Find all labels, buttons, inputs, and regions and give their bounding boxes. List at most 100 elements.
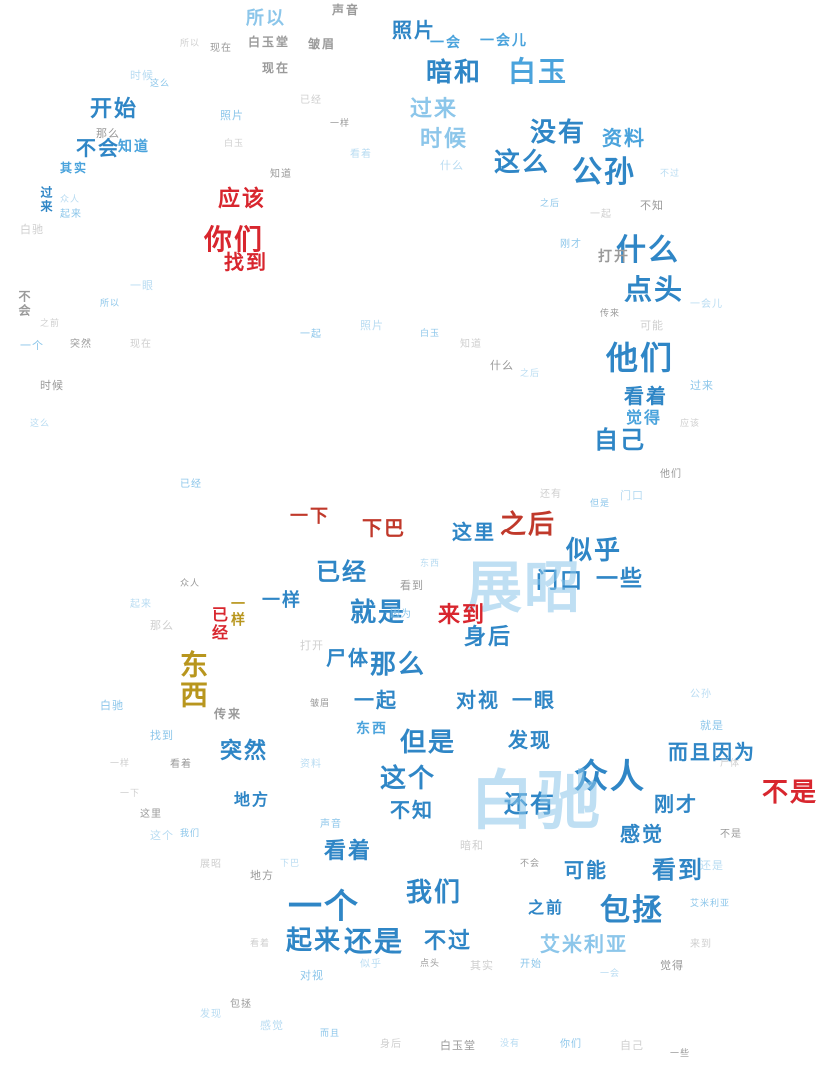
word-cloud-word: 之前 bbox=[528, 898, 565, 917]
word-cloud-word-small: 起来 bbox=[130, 599, 152, 610]
word-cloud-word-small: 白驰 bbox=[20, 223, 44, 236]
word-cloud-word-small: 突然 bbox=[70, 339, 92, 350]
word-cloud-word-small: 时候 bbox=[130, 69, 154, 82]
word-cloud-word: 一会 bbox=[430, 35, 462, 51]
word-cloud-word-small: 还是 bbox=[700, 859, 724, 872]
word-cloud-word-small: 艾米利亚 bbox=[690, 899, 731, 909]
word-cloud-word: 众人 bbox=[574, 757, 646, 797]
word-cloud-word-small: 因为 bbox=[390, 609, 412, 620]
word-cloud-word-small: 展昭 bbox=[200, 859, 222, 870]
word-cloud-word: 而且 bbox=[668, 740, 712, 764]
word-cloud-word: 资料 bbox=[602, 126, 646, 150]
word-cloud-word-small: 门口 bbox=[620, 489, 644, 502]
word-cloud-word: 知道 bbox=[118, 139, 150, 155]
word-cloud-word: 一眼 bbox=[512, 688, 556, 712]
word-cloud-word: 似乎 bbox=[566, 536, 623, 566]
word-cloud-word-small: 传来 bbox=[600, 309, 621, 319]
word-cloud-word-small: 看着 bbox=[350, 149, 372, 160]
word-cloud-word-small: 一起 bbox=[590, 209, 612, 220]
word-cloud-word: 那么 bbox=[370, 650, 427, 680]
word-cloud-word-small: 所以 bbox=[100, 299, 121, 309]
word-cloud-word: 一样 bbox=[262, 590, 302, 611]
word-cloud-word-small: 看着 bbox=[170, 759, 192, 770]
word-cloud-word-small: 这么 bbox=[150, 79, 171, 89]
word-cloud-word: 就是 bbox=[350, 598, 407, 628]
word-cloud-word: 不知 bbox=[390, 798, 434, 822]
word-cloud-word: 时候 bbox=[420, 126, 469, 152]
word-cloud-word-small: 东西 bbox=[420, 559, 441, 569]
word-cloud-word: 刚才 bbox=[654, 792, 698, 816]
word-cloud-word-small: 白驰 bbox=[100, 699, 124, 712]
word-cloud-word-small: 感觉 bbox=[260, 1019, 284, 1032]
word-cloud-word-small: 那么 bbox=[96, 127, 120, 140]
word-cloud-word-vertical: 一样 bbox=[229, 596, 245, 628]
word-cloud-word: 还有 bbox=[504, 789, 556, 818]
word-cloud-word-small: 就是 bbox=[700, 719, 724, 732]
word-cloud-word: 照片 bbox=[392, 18, 436, 42]
word-cloud-word-small: 下巴 bbox=[280, 859, 301, 869]
word-cloud-word: 但是 bbox=[400, 728, 457, 758]
word-cloud-word: 下巴 bbox=[362, 516, 406, 540]
word-cloud-word: 突然 bbox=[220, 738, 269, 764]
word-cloud-word: 其实 bbox=[60, 161, 89, 175]
word-cloud-word-small: 还有 bbox=[540, 489, 562, 500]
word-cloud-word-small: 似乎 bbox=[360, 959, 382, 970]
word-cloud-word-small: 那么 bbox=[150, 619, 174, 632]
word-cloud-word: 对视 bbox=[456, 688, 500, 712]
word-cloud-word-small: 知道 bbox=[270, 169, 292, 180]
word-cloud-word: 你们 bbox=[204, 223, 265, 256]
word-cloud-word-small: 其实 bbox=[470, 959, 494, 972]
word-cloud-word-small: 不过 bbox=[660, 169, 681, 179]
word-cloud-word: 我们 bbox=[406, 878, 463, 908]
word-cloud-word: 自己 bbox=[594, 425, 646, 454]
word-cloud-word-small: 照片 bbox=[220, 109, 244, 122]
word-cloud-word: 门口 bbox=[536, 568, 585, 594]
word-cloud-word: 还是 bbox=[344, 925, 405, 958]
word-cloud-word-small: 刚才 bbox=[560, 239, 582, 250]
word-cloud-word-small: 照片 bbox=[360, 319, 384, 332]
word-cloud-word-small: 地方 bbox=[250, 869, 274, 882]
word-cloud-word-small: 什么 bbox=[490, 359, 514, 372]
word-cloud-word: 不过 bbox=[424, 928, 473, 954]
word-cloud-word: 现在 bbox=[262, 61, 291, 75]
word-cloud-word: 应该 bbox=[218, 186, 267, 212]
word-cloud-word: 他们 bbox=[606, 339, 675, 377]
word-cloud-word-small: 时候 bbox=[40, 379, 64, 392]
word-cloud-word: 传来 bbox=[214, 707, 243, 721]
word-cloud-word: 过来 bbox=[410, 96, 459, 122]
word-cloud-word-small: 白玉 bbox=[420, 329, 441, 339]
word-cloud-word: 地方 bbox=[234, 790, 271, 809]
word-cloud-word-small: 不会 bbox=[520, 859, 541, 869]
word-cloud-word-small: 公孙 bbox=[690, 689, 712, 700]
word-cloud-word-small: 一会儿 bbox=[690, 299, 723, 310]
word-cloud-word: 一个 bbox=[288, 887, 360, 927]
word-cloud-word-small: 身后 bbox=[380, 1039, 402, 1050]
word-cloud-word-small: 看着 bbox=[250, 939, 271, 949]
word-cloud-word-small: 这个 bbox=[150, 829, 174, 842]
word-cloud-word: 感觉 bbox=[620, 822, 664, 846]
word-cloud-word-small: 之后 bbox=[520, 369, 541, 379]
word-cloud-word: 这么 bbox=[494, 148, 551, 178]
word-cloud-word: 一下 bbox=[290, 506, 330, 527]
word-cloud-word-small: 可能 bbox=[640, 319, 664, 332]
word-cloud-word-vertical: 已经 bbox=[209, 606, 228, 642]
word-cloud-word-vertical: 东西 bbox=[176, 650, 209, 710]
word-cloud-word-small: 一个 bbox=[20, 339, 44, 352]
word-cloud-word-vertical: 过来 bbox=[39, 186, 53, 214]
word-cloud-word-small: 我们 bbox=[180, 829, 201, 839]
word-cloud-word: 开始 bbox=[90, 96, 139, 122]
word-cloud-word-small: 而且 bbox=[320, 1029, 341, 1039]
word-cloud-word-small: 这里 bbox=[140, 809, 162, 820]
word-cloud-word: 艾米利亚 bbox=[540, 932, 628, 956]
word-cloud-word: 白玉堂 bbox=[248, 35, 291, 49]
word-cloud-word-small: 尸体 bbox=[720, 759, 741, 769]
word-cloud-word: 打开 bbox=[598, 249, 630, 265]
word-cloud-word: 这个 bbox=[380, 764, 437, 794]
word-cloud-word-small: 白玉堂 bbox=[440, 1039, 476, 1052]
word-cloud-word: 这里 bbox=[452, 520, 496, 544]
word-cloud-word: 点头 bbox=[624, 273, 685, 306]
word-cloud-word-small: 之后 bbox=[540, 199, 561, 209]
word-cloud-word: 包拯 bbox=[600, 893, 664, 928]
word-cloud-word-small: 一样 bbox=[330, 119, 351, 129]
